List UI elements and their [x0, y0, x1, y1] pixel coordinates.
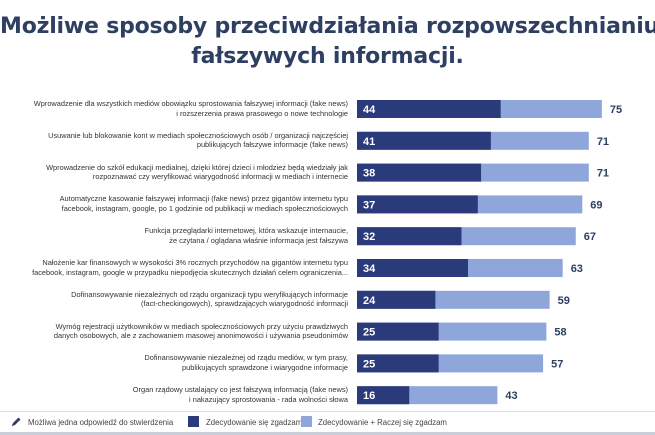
bar-strongly-agree-2: [357, 131, 491, 150]
value-label-strongly-agree-2: 41: [363, 136, 375, 148]
value-label-strongly-agree-9: 25: [363, 358, 375, 370]
value-label-agree-total-3: 71: [597, 168, 609, 180]
category-label-1: Wprowadzenie dla wszystkich mediów obowi…: [30, 99, 348, 118]
value-label-strongly-agree-5: 32: [363, 231, 375, 243]
category-label-2-line-1: Usuwanie lub blokowanie kont w mediach s…: [48, 130, 348, 140]
bar-strongly-agree-8: [357, 322, 439, 341]
category-label-6: Nałożenie kar finansowych w wysokości 3%…: [30, 258, 348, 277]
category-label-3: Wprowadzenie do szkół edukacji medialnej…: [30, 163, 348, 182]
pen-icon: [12, 417, 21, 426]
bottom-bar: [0, 432, 655, 435]
category-label-10-line-2: i nakazujący sprostowania - rada wolnośc…: [189, 394, 348, 404]
bar-strongly-agree-7: [357, 290, 436, 309]
category-label-9: Dofinansowywanie niezależnej od rządu me…: [30, 353, 348, 372]
value-label-strongly-agree-1: 44: [363, 104, 376, 116]
category-label-1-line-2: i rozszerzenia prawa prasowego o nowe te…: [176, 108, 348, 118]
category-label-4-line-1: Automatyczne kasowanie fałszywej informa…: [59, 194, 348, 204]
category-label-2-line-2: publikujących fałszywe informacje (fake …: [196, 140, 348, 150]
value-label-strongly-agree-8: 25: [363, 327, 375, 339]
chart-title: Możliwe sposoby przeciwdziałania rozpows…: [0, 12, 655, 72]
bar-chart: 44 75 41 71 38 71 37 69 32 67 34 63 24 59 25 58 25 57 16 43: [357, 100, 622, 405]
category-label-9-line-2: publikujących sprawdzone i wiarygodne in…: [182, 362, 348, 372]
footer-note: Możliwa jedna odpowiedź do stwierdzenia: [28, 418, 174, 427]
value-label-agree-total-7: 59: [558, 295, 570, 307]
value-label-agree-total-10: 43: [505, 390, 517, 402]
category-label-4-line-2: facebook, instagram, google, po 1 godzin…: [61, 203, 348, 213]
value-label-strongly-agree-6: 34: [363, 263, 376, 275]
category-label-10-line-1: Organ rządowy ustalający co jest fałszyw…: [132, 385, 348, 395]
bar-strongly-agree-4: [357, 195, 478, 214]
category-label-3-line-1: Wprowadzenie do szkół edukacji medialnej…: [46, 162, 348, 172]
category-label-6-line-1: Nałożenie kar finansowych w wysokości 3%…: [42, 258, 348, 267]
category-label-7-line-1: Dofinansowywanie niezależnych od rządu o…: [71, 289, 348, 299]
value-label-agree-total-6: 63: [571, 263, 583, 275]
category-label-8-line-2: danych osobowych, ale z zachowaniem maso…: [53, 331, 348, 341]
value-label-strongly-agree-7: 24: [363, 295, 376, 307]
category-label-8-line-1: Wymóg rejestracji użytkowników w mediach…: [55, 321, 348, 331]
bar-strongly-agree-6: [357, 259, 469, 277]
legend-swatch-agree-total: [301, 416, 312, 427]
value-label-strongly-agree-10: 16: [363, 390, 375, 402]
legend-label-strongly-agree: Zdecydowanie się zgadzam: [206, 418, 303, 427]
category-label-3-line-2: rozpoznawać czy weryfikować wiarygodność…: [92, 172, 348, 182]
value-label-agree-total-8: 58: [554, 327, 566, 339]
footer-divider: [0, 411, 655, 412]
category-label-6-line-2: facebook, instagram, google w przypadku …: [32, 267, 348, 277]
category-label-5-line-1: Funkcja przeglądarki internetowej, która…: [144, 226, 348, 236]
category-label-7: Dofinansowywanie niezależnych od rządu o…: [30, 290, 348, 309]
value-label-agree-total-4: 69: [590, 199, 602, 211]
value-label-agree-total-9: 57: [551, 358, 563, 370]
bar-strongly-agree-9: [357, 354, 439, 373]
chart-title-line-2: fałszywych informacji.: [191, 44, 464, 69]
value-label-agree-total-2: 71: [597, 136, 609, 148]
category-label-4: Automatyczne kasowanie fałszywej informa…: [30, 194, 348, 213]
legend-swatch-strongly-agree: [188, 416, 199, 427]
category-label-7-line-2: (fact-checkingowych), sprawdzających wia…: [140, 299, 348, 309]
category-label-9-line-1: Dofinansowywanie niezależnej od rządu me…: [144, 353, 348, 363]
value-label-agree-total-1: 75: [610, 104, 622, 116]
bar-strongly-agree-1: [357, 100, 501, 118]
value-label-strongly-agree-4: 37: [363, 199, 375, 211]
bar-strongly-agree-5: [357, 227, 462, 246]
category-label-2: Usuwanie lub blokowanie kont w mediach s…: [30, 131, 348, 150]
category-label-5: Funkcja przeglądarki internetowej, która…: [30, 226, 348, 245]
chart-title-line-1: Możliwe sposoby przeciwdziałania rozpows…: [0, 14, 655, 39]
legend-label-agree-total: Zdecydowanie + Raczej się zgadzam: [318, 418, 447, 427]
category-label-5-line-2: że czytana / oglądana właśnie informacja…: [169, 235, 348, 245]
value-label-agree-total-5: 67: [584, 231, 596, 243]
bar-strongly-agree-3: [357, 163, 482, 182]
bar-strongly-agree-10: [357, 386, 410, 405]
value-label-strongly-agree-3: 38: [363, 168, 375, 180]
category-label-1-line-1: Wprowadzenie dla wszystkich mediów obowi…: [33, 99, 348, 108]
category-label-8: Wymóg rejestracji użytkowników w mediach…: [30, 322, 348, 341]
category-label-10: Organ rządowy ustalający co jest fałszyw…: [30, 385, 348, 404]
